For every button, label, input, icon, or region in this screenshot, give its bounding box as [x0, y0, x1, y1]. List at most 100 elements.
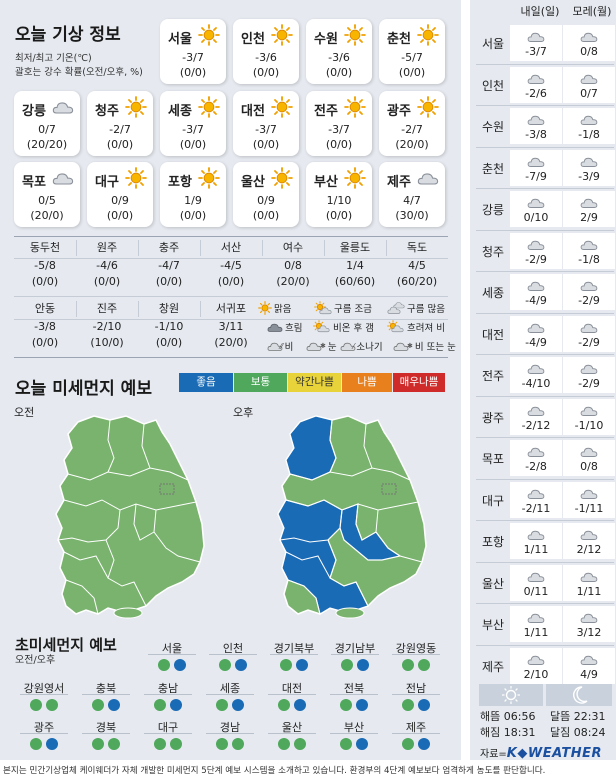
cell-divider: [324, 240, 325, 256]
forecast-cell: -1/10: [563, 398, 615, 435]
row-divider: [476, 437, 614, 438]
city-precip-prob: (0/0): [252, 66, 280, 79]
small-city-prob: (0/0): [93, 275, 121, 288]
forecast-temp: -1/8: [578, 252, 600, 266]
forecast-city: 제주: [481, 659, 505, 674]
dust-level-chip: 좋음: [179, 373, 233, 392]
forecast-cell: -1/11: [563, 481, 615, 518]
forecast-city: 포항: [481, 535, 505, 549]
forecast-temp: -2/6: [525, 86, 547, 100]
legend-label: 흐려져 비: [407, 323, 445, 334]
row-divider: [476, 188, 614, 189]
dust-dots: [325, 659, 385, 671]
am-dust-dot: [340, 699, 352, 711]
am-dust-dot: [280, 659, 292, 671]
small-city-temp: -5/8: [34, 259, 56, 272]
forecast-temp: -2/8: [525, 460, 547, 473]
forecast-cell: -1/8: [563, 232, 615, 269]
dust-city-underline: [82, 694, 130, 695]
pm-dust-dot: [174, 659, 186, 671]
forecast-temp: 1/11: [576, 584, 602, 598]
forecast-temp: 2/12: [576, 543, 602, 556]
sun-icon: [271, 24, 293, 46]
legend-label: 구름 많음: [407, 304, 445, 315]
cloud-icon: [527, 526, 545, 545]
city-card: 울산 0/9 (0/0): [233, 162, 299, 227]
forecast-city: 강릉: [481, 203, 505, 217]
small-city-prob: (0/0): [31, 275, 59, 288]
cloud-icon: [527, 651, 545, 670]
forecast-temp: -1/8: [578, 128, 600, 141]
forecast-cell: 2/9: [563, 191, 615, 227]
small-city-name: 여수: [282, 241, 304, 254]
legend-item: ⁄ 소나기: [340, 339, 383, 353]
dust-dots: [386, 699, 446, 711]
dust-dots: [262, 738, 322, 750]
forecast-city: 청주: [481, 244, 505, 259]
province-border: [329, 419, 337, 473]
legend-item: 비온 후 갬: [313, 320, 374, 334]
cloud-icon: [580, 319, 598, 338]
forecast-city: 인천: [481, 78, 505, 93]
province-border: [327, 539, 369, 607]
pm-dust-dot: [108, 738, 120, 750]
forecast-cell: 0/7: [563, 66, 615, 103]
cloud-icon: [52, 96, 74, 118]
dust-dots: [142, 659, 202, 671]
pm-dust-dot: [356, 738, 368, 750]
dust-city-name: 강원영동: [395, 642, 437, 655]
forecast-cell: 0/10: [510, 191, 562, 227]
city-precip-prob: (0/0): [179, 66, 207, 79]
city-temp: 0/9: [257, 194, 275, 207]
province-border: [375, 509, 423, 563]
legend-label: 흐림: [285, 323, 303, 334]
forecast-temp: -3/7: [525, 45, 547, 58]
pm-dust-dot: [232, 699, 244, 711]
forecast-cell: 1/11: [510, 523, 562, 559]
header-underline: [14, 319, 448, 320]
dust-title: 오늘 미세먼지 예보: [15, 379, 152, 399]
sun-icon: [271, 96, 293, 118]
forecast-temp: -4/9: [525, 335, 547, 349]
dust-city-underline: [331, 654, 379, 655]
forecast-temp: 3/12: [576, 626, 602, 639]
sun-icon: [198, 167, 220, 189]
row-divider: [476, 63, 614, 65]
forecast-temp: -4/10: [521, 377, 551, 390]
rain-or-snow-icon: ✱: [393, 341, 413, 352]
row-divider: [476, 561, 614, 563]
dust-city-name: 울산: [281, 721, 303, 734]
province-border: [279, 509, 343, 543]
dust-city-name: 세종: [219, 682, 241, 695]
city-precip-prob: (20/20): [26, 138, 68, 151]
city-card: 춘천 -5/7 (0/0): [379, 19, 445, 84]
small-city-name: 서귀포: [215, 302, 247, 315]
province-border: [107, 419, 115, 473]
forecast-cell: -2/12: [510, 398, 562, 435]
dust-city-name: 경기북부: [273, 642, 315, 655]
dust-city-underline: [392, 654, 440, 655]
moonrise-text: 달뜸 22:31: [550, 710, 606, 723]
city-card: 부산 1/10 (0/0): [306, 162, 372, 227]
am-dust-dot: [30, 699, 42, 711]
city-name: 대전: [241, 104, 265, 119]
am-dust-dot: [340, 738, 352, 750]
pm-dust-dot: [46, 699, 58, 711]
korea-maps: [55, 415, 427, 619]
forecast-cell: -2/11: [510, 481, 562, 518]
ulleung-island: [384, 487, 388, 491]
small-city-prob: (0/0): [155, 275, 183, 288]
legend-label: 비온 후 갬: [333, 323, 374, 334]
dust-dots: [386, 659, 446, 671]
city-name: 춘천: [387, 32, 411, 47]
dust-city-name: 경남: [219, 721, 241, 734]
dust-city-underline: [20, 694, 68, 695]
small-city-cell: 충주 -4/7 (0/0): [138, 238, 200, 290]
dust-city-name: 인천: [222, 642, 244, 655]
map-am-label: 오전: [14, 406, 35, 419]
city-name: 제주: [387, 175, 411, 190]
small-city-cell: 원주 -4/6 (0/0): [76, 238, 138, 290]
small-city-cell: 동두천 -5/8 (0/0): [14, 238, 76, 290]
city-temp: 4/7: [403, 194, 421, 207]
cloud-icon: [527, 609, 545, 628]
